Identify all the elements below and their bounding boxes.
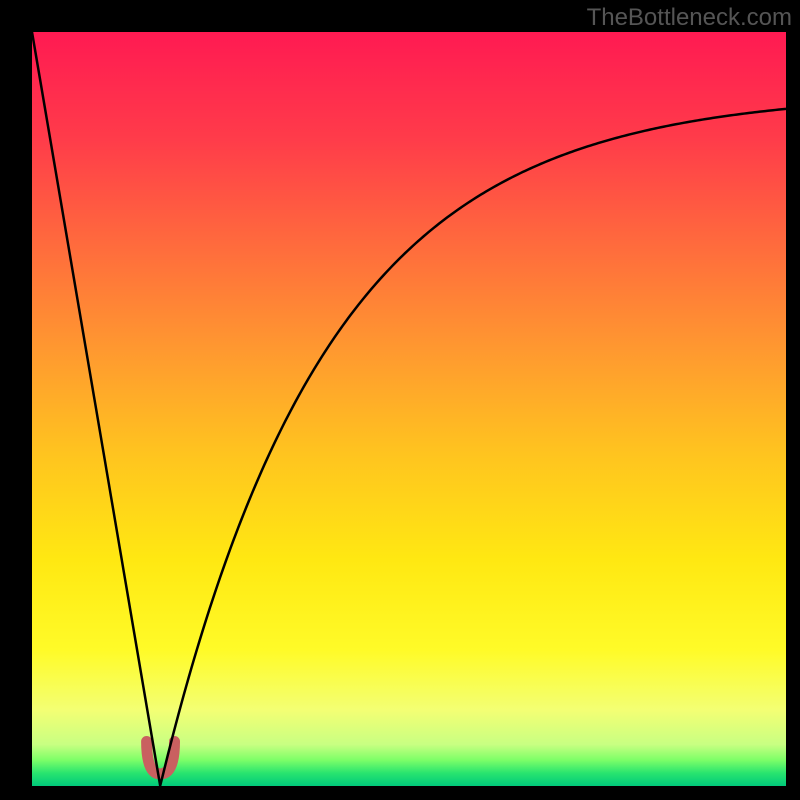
- plot-area: [32, 32, 786, 786]
- bottleneck-curve: [32, 32, 786, 786]
- chart-svg: [32, 32, 786, 786]
- watermark-text: TheBottleneck.com: [587, 4, 792, 32]
